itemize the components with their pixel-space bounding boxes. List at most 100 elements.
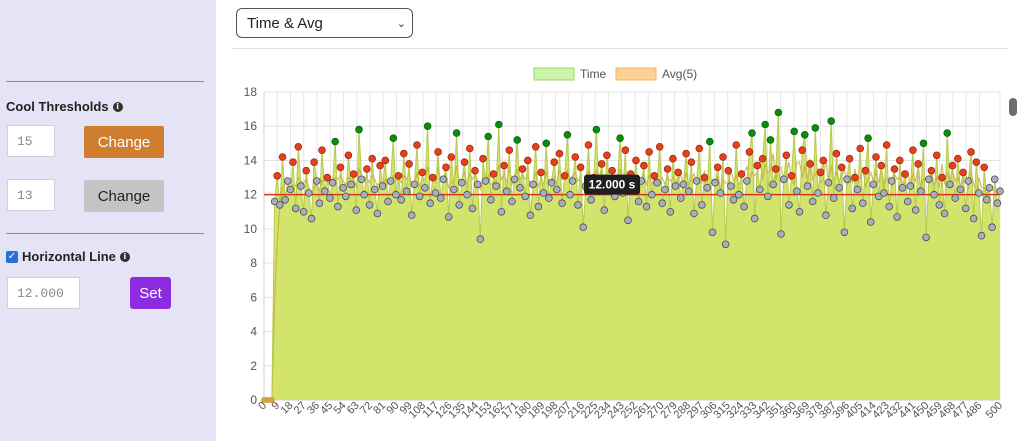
data-point-warm: [608, 166, 616, 175]
scrollbar-thumb[interactable]: [1009, 98, 1017, 116]
data-point-normal: [407, 211, 416, 220]
data-point-hot: [592, 125, 601, 134]
data-point-normal: [307, 214, 316, 223]
data-point-normal: [299, 208, 308, 216]
data-point-normal: [365, 201, 374, 209]
data-point-warm: [310, 158, 318, 167]
data-point-warm: [518, 165, 527, 173]
data-point-normal: [858, 199, 867, 208]
checkbox-checked-icon[interactable]: ✓: [6, 250, 18, 263]
data-point-normal: [676, 194, 685, 202]
data-point-warm: [368, 154, 377, 163]
hline-value-input[interactable]: [7, 277, 80, 309]
data-point-warm: [713, 163, 722, 172]
data-point-normal: [521, 192, 529, 201]
data-point-warm: [737, 170, 746, 178]
set-button[interactable]: Set: [130, 277, 171, 309]
data-point-warm: [732, 141, 740, 149]
data-point-hot: [563, 131, 572, 139]
data-point-normal: [579, 223, 587, 232]
data-point-warm: [882, 141, 891, 149]
data-point-warm: [650, 172, 659, 180]
data-point-warm: [571, 153, 580, 161]
data-point-warm: [980, 163, 988, 172]
data-point-normal: [729, 196, 738, 204]
data-point-normal: [370, 185, 379, 194]
data-point-normal: [977, 231, 986, 240]
data-point-normal: [545, 194, 553, 202]
view-select[interactable]: Time & Avg ⌄: [236, 8, 413, 38]
data-point-normal: [946, 180, 954, 189]
data-point-normal: [384, 197, 392, 206]
data-point-normal: [647, 190, 656, 199]
data-point-warm: [413, 141, 421, 149]
data-point-normal: [539, 189, 548, 197]
legend-avg-label: Avg(5): [662, 67, 697, 81]
data-point-hot: [513, 136, 521, 144]
data-point-normal: [444, 213, 453, 221]
data-point-warm: [959, 168, 967, 177]
data-point-normal: [426, 199, 435, 208]
data-point-normal: [756, 185, 764, 194]
chart-scrollbar[interactable]: [1008, 96, 1018, 396]
data-point-normal: [690, 209, 698, 218]
data-point-normal: [566, 190, 574, 199]
y-tick-label: 4: [250, 325, 257, 339]
info-icon[interactable]: i: [112, 101, 123, 112]
data-point-normal: [270, 197, 279, 206]
data-point-warm: [523, 156, 532, 165]
data-point-normal: [708, 228, 717, 237]
data-point-warm: [872, 153, 880, 161]
data-point-normal: [785, 201, 793, 209]
data-point-normal: [975, 189, 983, 197]
data-point-normal: [993, 199, 1002, 208]
data-point-warm: [967, 148, 975, 156]
data-point-hot: [423, 122, 432, 130]
data-point-warm: [645, 148, 653, 156]
data-point-normal: [698, 201, 706, 209]
data-point-warm: [336, 163, 345, 172]
data-point-hot: [484, 132, 493, 141]
threshold-low-input[interactable]: [7, 179, 55, 211]
data-point-warm: [663, 165, 672, 173]
data-point-warm: [555, 149, 564, 158]
data-point-warm: [953, 154, 962, 163]
data-point-normal: [703, 184, 711, 192]
data-point-warm: [745, 148, 754, 156]
data-point-normal: [777, 230, 785, 238]
data-point-normal: [529, 180, 537, 189]
y-tick-label: 18: [244, 85, 258, 99]
data-point-warm: [782, 151, 791, 160]
change-high-button[interactable]: Change: [84, 126, 164, 158]
data-point-normal: [328, 178, 337, 187]
data-point-warm: [442, 163, 450, 172]
y-tick-label: 2: [250, 359, 257, 373]
data-point-normal: [326, 194, 334, 202]
y-tick-label: 12: [244, 188, 258, 202]
data-point-warm: [948, 161, 957, 170]
y-tick-label: 0: [250, 393, 257, 407]
data-point-normal: [534, 202, 543, 211]
data-point-hot: [452, 129, 461, 137]
data-point-warm: [603, 151, 611, 160]
data-point-warm: [394, 172, 403, 180]
data-point-normal: [727, 182, 735, 190]
data-point-warm: [323, 173, 332, 182]
legend-avg-swatch: [615, 67, 657, 81]
data-point-normal: [814, 189, 822, 197]
data-point-warm: [938, 173, 946, 182]
data-point-normal: [547, 178, 556, 187]
data-point-normal: [341, 192, 350, 201]
info-icon[interactable]: i: [119, 251, 130, 262]
change-low-button[interactable]: Change: [84, 180, 164, 212]
data-point-normal: [951, 194, 959, 202]
data-point-normal: [840, 228, 849, 237]
data-point-normal: [291, 204, 300, 213]
tooltip-box: [584, 174, 640, 195]
y-tick-label: 10: [244, 222, 258, 236]
data-point-normal: [281, 196, 289, 204]
data-point-normal: [887, 177, 896, 185]
data-point-normal: [996, 187, 1004, 196]
threshold-high-input[interactable]: [7, 125, 55, 157]
data-point-warm: [753, 161, 762, 170]
